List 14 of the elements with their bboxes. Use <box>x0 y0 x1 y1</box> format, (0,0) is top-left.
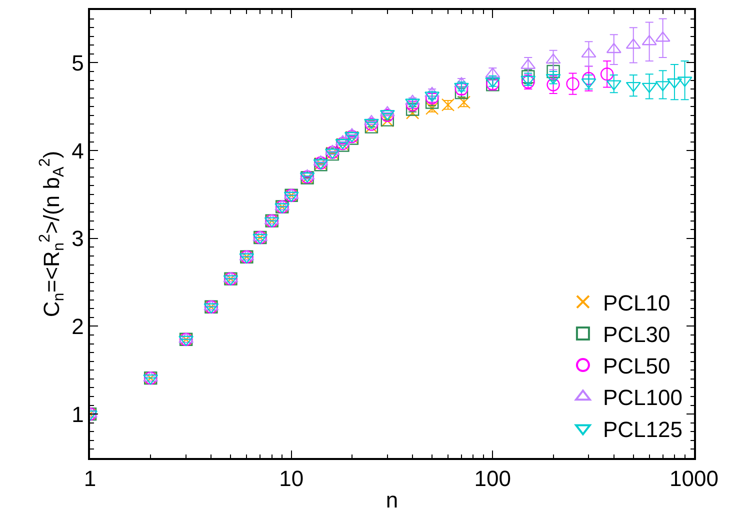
x-tick-label: 1000 <box>670 466 718 492</box>
y-tick-label: 2 <box>72 314 84 339</box>
y-tick-label: 4 <box>72 138 84 164</box>
y-tick-label: 3 <box>72 226 84 252</box>
y-tick-label: 1 <box>72 402 84 427</box>
y-tick-label: 5 <box>72 50 84 76</box>
x-tick-label: 100 <box>474 466 512 492</box>
legend-label: PCL125 <box>602 416 682 442</box>
legend-label: PCL30 <box>602 322 670 348</box>
legend-label: PCL50 <box>602 354 670 379</box>
x-tick-label: 10 <box>279 466 304 492</box>
legend-label: PCL10 <box>602 290 670 316</box>
legend-label: PCL100 <box>602 385 682 410</box>
x-axis-title: n <box>386 488 398 513</box>
